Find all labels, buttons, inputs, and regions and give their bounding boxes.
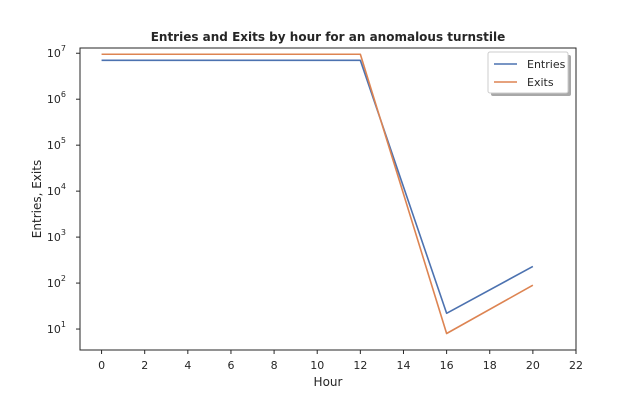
x-tick-label: 8 [271, 359, 278, 372]
y-tick-label: 103 [47, 228, 66, 244]
series-line-exits [101, 53, 534, 335]
x-tick-label: 20 [526, 359, 540, 372]
series-line-entries [101, 59, 534, 315]
x-tick-label: 16 [440, 359, 454, 372]
y-axis-label: Entries, Exits [30, 160, 44, 238]
y-axis-ticks: 101 102 103 104 105 106 107 [47, 44, 80, 336]
chart-title: Entries and Exits by hour for an anomalo… [151, 30, 506, 44]
x-axis-ticks: 0 2 4 6 8 10 12 14 16 18 20 22 [98, 350, 583, 372]
legend-label-exits: Exits [527, 76, 554, 89]
y-tick-label: 105 [47, 136, 66, 152]
x-tick-label: 2 [141, 359, 148, 372]
y-tick-label: 101 [47, 320, 66, 336]
x-tick-label: 22 [569, 359, 583, 372]
x-tick-label: 4 [184, 359, 191, 372]
x-tick-label: 14 [396, 359, 410, 372]
x-tick-label: 6 [227, 359, 234, 372]
series-lines [101, 53, 534, 335]
x-tick-label: 12 [353, 359, 367, 372]
x-axis-label: Hour [314, 375, 343, 389]
legend-label-entries: Entries [527, 58, 566, 71]
x-tick-label: 10 [310, 359, 324, 372]
y-tick-label: 106 [47, 90, 66, 106]
legend: Entries Exits [487, 51, 571, 96]
x-tick-label: 0 [98, 359, 105, 372]
y-tick-label: 107 [47, 44, 66, 60]
y-tick-label: 102 [47, 274, 66, 290]
x-tick-label: 18 [483, 359, 497, 372]
y-tick-label: 104 [47, 182, 66, 198]
plot-area [79, 47, 577, 351]
